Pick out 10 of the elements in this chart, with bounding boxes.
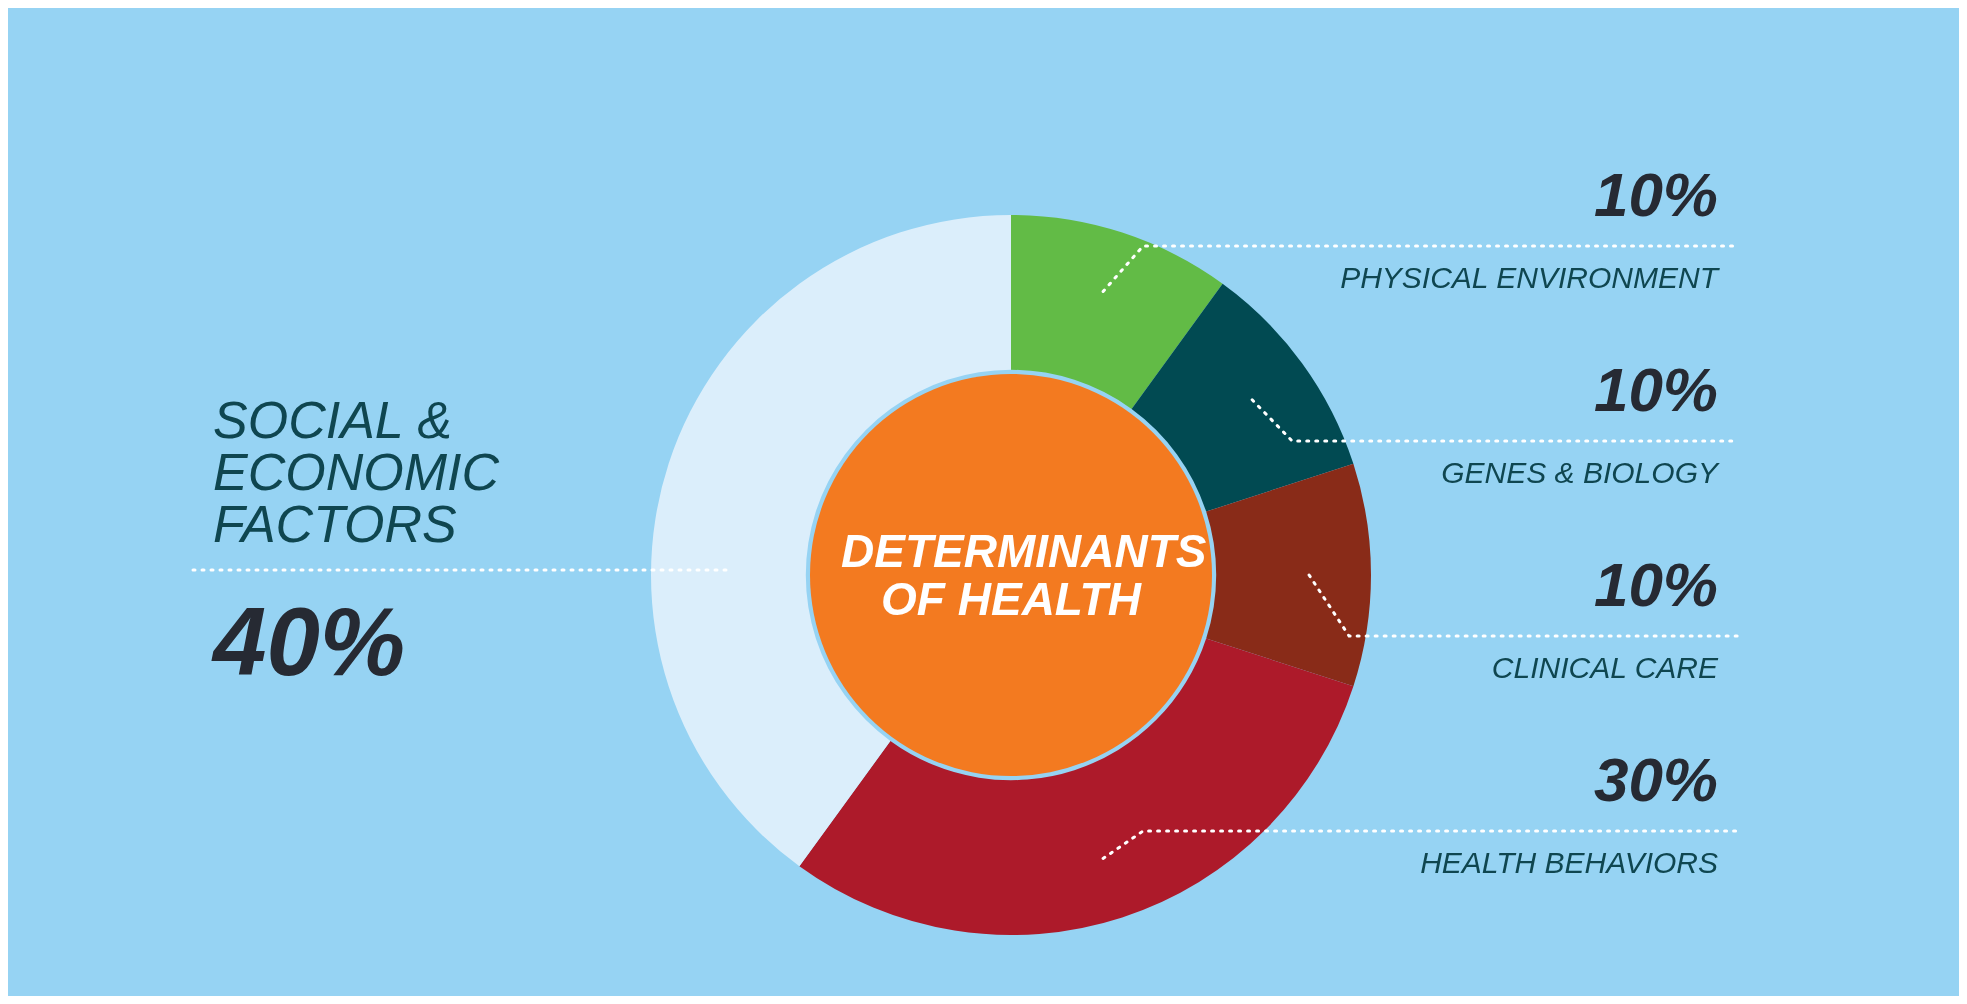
data-label: 40% [211, 588, 406, 695]
slice-label: HEALTH BEHAVIORS [1420, 846, 1718, 879]
data-label: 10% [1593, 160, 1718, 229]
slice-label: SOCIAL & ECONOMIC FACTORS [213, 391, 500, 553]
data-label: 10% [1593, 550, 1718, 619]
slice-label: PHYSICAL ENVIRONMENT [1340, 261, 1721, 294]
data-label: 10% [1593, 355, 1718, 424]
slice-label: CLINICAL CARE [1491, 651, 1719, 684]
data-label: 30% [1593, 745, 1718, 814]
slice-label: GENES & BIOLOGY [1441, 456, 1720, 489]
